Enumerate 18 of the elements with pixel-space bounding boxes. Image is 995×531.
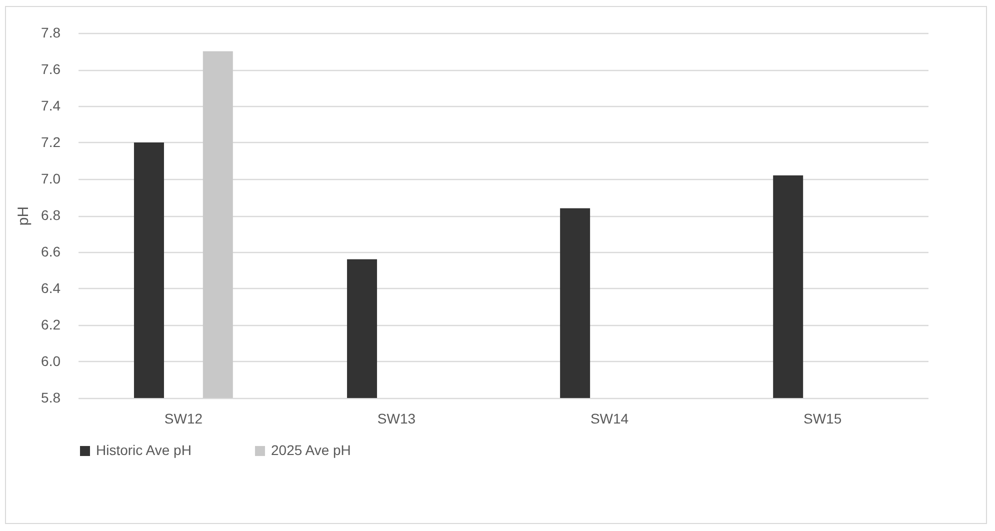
y-tick-label: 7.2 <box>41 134 61 150</box>
y-tick-label: 5.8 <box>41 390 61 406</box>
x-tick-label: SW13 <box>377 410 416 426</box>
y-tick-label: 7.4 <box>41 98 61 114</box>
y-tick-label: 6.4 <box>41 280 61 296</box>
legend-label: Historic Ave pH <box>96 442 192 458</box>
y-tick-label: 6.0 <box>41 353 61 369</box>
y-axis-title: pH <box>15 206 32 226</box>
y-tick-label: 7.0 <box>41 170 61 186</box>
y-tick-label: 7.6 <box>41 61 61 77</box>
legend-label: 2025 Ave pH <box>271 442 351 458</box>
y-tick-label: 6.8 <box>41 207 61 223</box>
y-tick-label: 6.6 <box>41 244 61 260</box>
x-tick-label: SW14 <box>590 410 629 426</box>
x-tick-label: SW15 <box>803 410 842 426</box>
x-tick-label: SW12 <box>164 410 203 426</box>
y-tick-label: 7.8 <box>41 24 61 40</box>
y-tick-label: 6.2 <box>41 316 61 332</box>
